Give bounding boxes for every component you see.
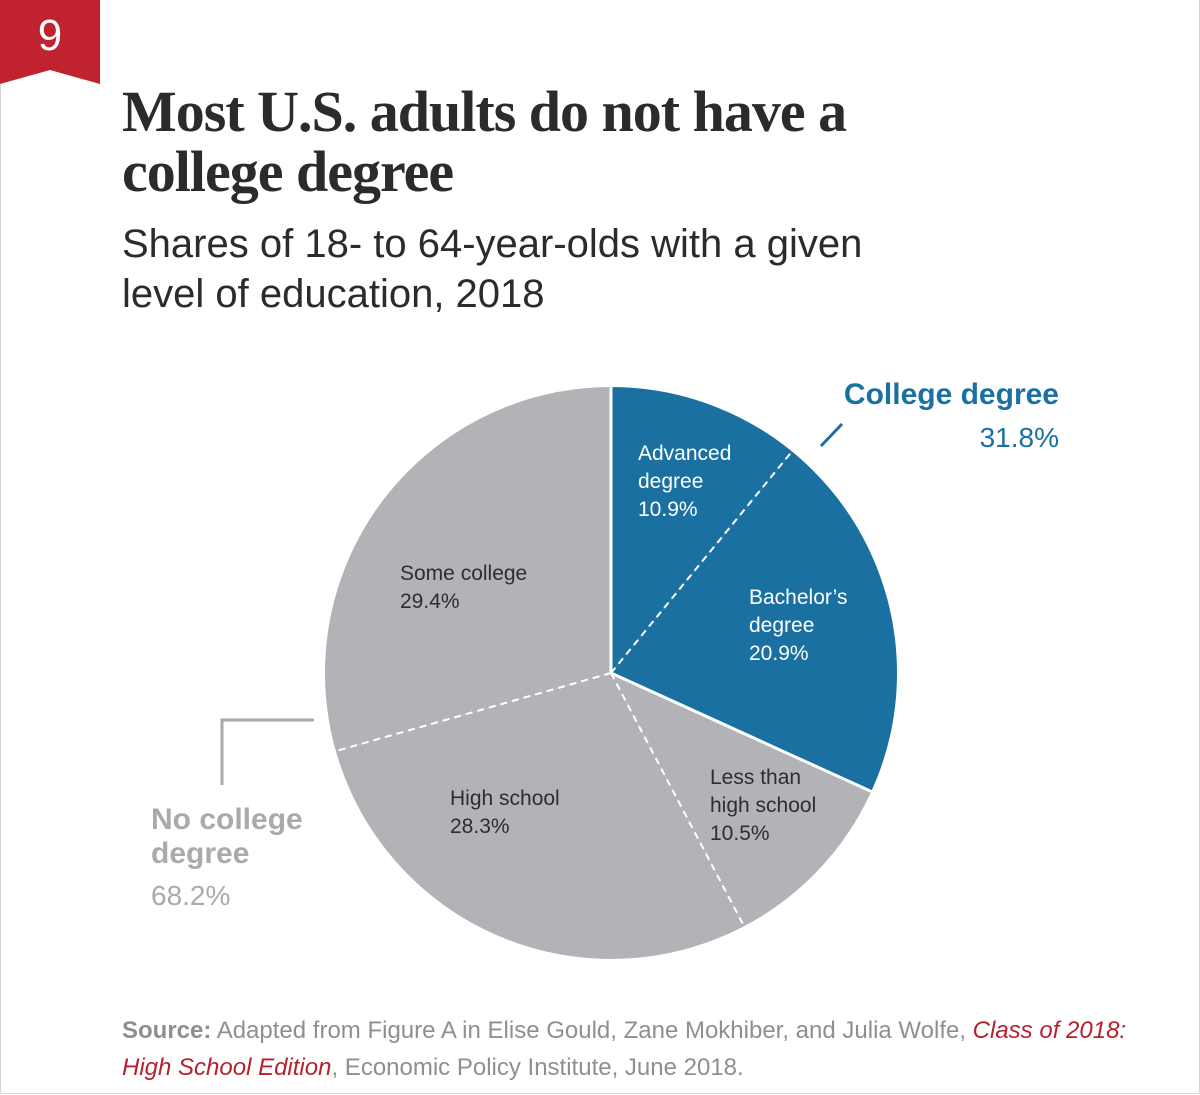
label-some-college-text: Some college (400, 562, 527, 585)
pie-outline (323, 385, 899, 961)
no-college-degree-group-label-line: No college (151, 803, 303, 836)
label-bachelors-degree-value: 20.9% (749, 642, 809, 665)
chart-number-badge: 9 (0, 0, 100, 100)
label-high-school: High school 28.3% (450, 787, 560, 838)
label-advanced-degree-text: Advanced (638, 442, 731, 465)
source-publication: Class of 2018: High School Edition (122, 1017, 1127, 1081)
slice-high-school (334, 673, 745, 960)
label-high-school-text: High school (450, 787, 560, 810)
label-bachelors-degree-text: degree (749, 614, 814, 637)
label-some-college-value: 29.4% (400, 590, 460, 613)
slice-advanced-degree (611, 386, 793, 673)
label-bachelors-degree-text: Bachelor’s (749, 586, 847, 609)
no-college-degree-group-value: 68.2% (151, 880, 230, 911)
source-text: Adapted from Figure A in Elise Gould, Za… (211, 1017, 973, 1044)
chart-subtitle-line-1: Shares of 18- to 64-year-olds with a giv… (122, 222, 863, 266)
label-advanced-degree-value: 10.9% (638, 498, 698, 521)
college-degree-group-label: College degree (844, 378, 1059, 411)
chart-title-line-1: Most U.S. adults do not have a (122, 79, 847, 144)
source-note: Source: Adapted from Figure A in Elise G… (122, 1012, 1162, 1086)
source-lead: Source: (122, 1017, 212, 1044)
source-text-after: , Economic Policy Institute, June 2018. (331, 1054, 744, 1081)
label-less-than-high-school: Less than high school 10.5% (710, 766, 816, 845)
slice-less-than-high-school (611, 673, 873, 928)
chart-title: Most U.S. adults do not have a college d… (122, 82, 1122, 202)
label-less-than-high-school-text: Less than (710, 766, 801, 789)
college-degree-group-value: 31.8% (980, 422, 1059, 453)
label-less-than-high-school-text: high school (710, 794, 816, 817)
college-callout-leader (819, 422, 844, 448)
no-college-callout-leader (220, 718, 314, 785)
label-advanced-degree-text: degree (638, 470, 703, 493)
chart-subtitle-line-2: level of education, 2018 (122, 272, 545, 316)
slice-divider-3 (610, 671, 873, 794)
no-college-degree-group-label-line: degree (151, 837, 249, 870)
label-less-than-high-school-value: 10.5% (710, 822, 770, 845)
label-high-school-value: 28.3% (450, 815, 510, 838)
label-advanced-degree: Advanced degree 10.9% (638, 442, 731, 521)
slice-some-college (324, 386, 611, 752)
chart-subtitle: Shares of 18- to 64-year-olds with a giv… (122, 219, 1122, 319)
label-bachelors-degree: Bachelor’s degree 20.9% (749, 586, 847, 665)
label-some-college: Some college 29.4% (400, 562, 527, 613)
no-college-degree-group-label: No college degree (151, 803, 303, 870)
chart-title-line-2: college degree (122, 139, 454, 204)
slice-bachelors-degree (611, 450, 899, 792)
chart-number: 9 (37, 11, 63, 60)
